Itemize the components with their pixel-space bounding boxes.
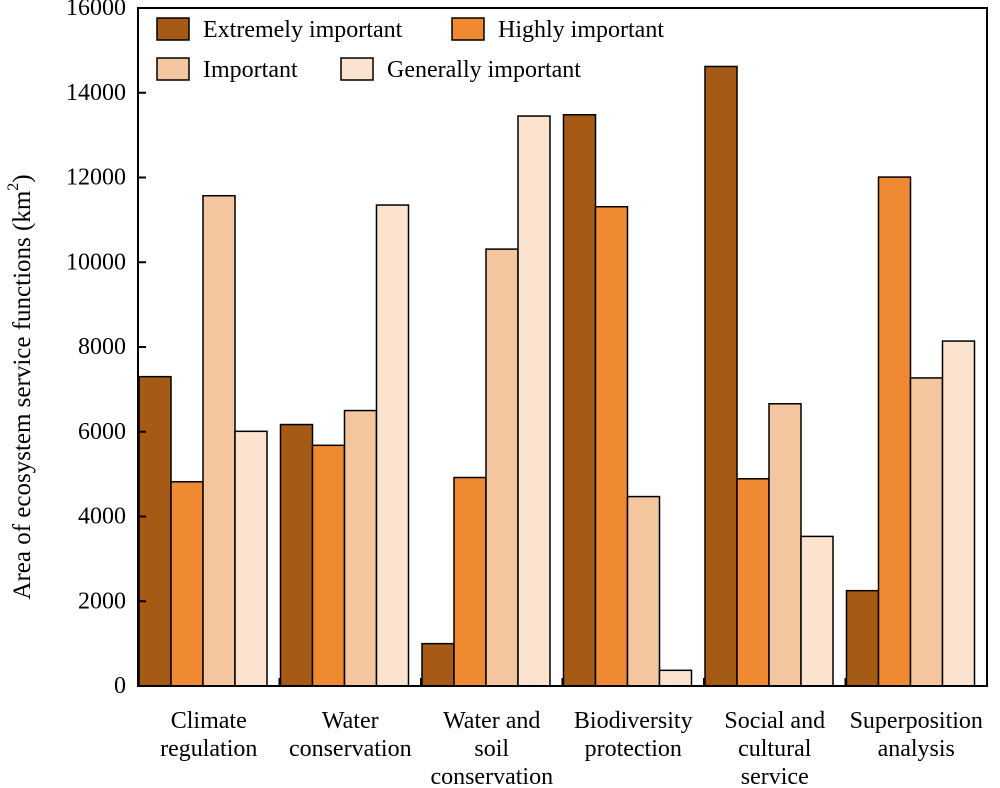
y-tick-label: 14000 (66, 80, 126, 106)
y-axis-title: Area of ecosystem service functions (km2… (5, 174, 36, 599)
y-tick-label: 16000 (66, 0, 126, 21)
x-tick-label: Biodiversity protection (574, 708, 693, 762)
bar (736, 478, 770, 687)
y-tick-label: 4000 (78, 504, 126, 530)
x-tick-label: Social and cultural service (724, 708, 825, 788)
bar (453, 476, 487, 687)
bar (704, 65, 738, 687)
bar (138, 375, 172, 687)
bar (909, 377, 944, 687)
legend-swatch (156, 57, 190, 81)
y-tick-label: 12000 (66, 165, 126, 191)
y-tick-label: 0 (114, 673, 126, 699)
bar (375, 204, 410, 687)
legend-swatch (156, 17, 190, 41)
legend-label: Highly important (498, 17, 664, 43)
bar (941, 340, 976, 687)
legend: Extremely important Highly important Impor… (156, 17, 664, 83)
bar (234, 430, 268, 687)
bar (517, 115, 551, 687)
bar (845, 589, 880, 687)
y-axis-title-main: Area of ecosystem service functions (km (9, 190, 36, 599)
bar (343, 409, 378, 687)
x-tick-label: Water conservation (289, 708, 412, 762)
bar (626, 495, 661, 687)
y-axis-title-superscript: 2 (5, 183, 22, 191)
x-axis: Climate regulation Water conservation Water … (160, 678, 983, 788)
bar (202, 194, 236, 687)
bar (311, 444, 346, 687)
legend-swatch (340, 57, 374, 81)
x-tick-label: Climate regulation (160, 708, 257, 762)
x-tick-label: Superposition analysis (850, 708, 983, 762)
legend-label: Important (203, 57, 298, 83)
y-axis-title-close: ) (9, 174, 36, 182)
legend-swatch (451, 17, 485, 41)
bar (562, 114, 597, 687)
y-axis: 0 2000 4000 6000 8000 10000 12000 14000 16000 (66, 0, 146, 699)
bar (421, 642, 455, 687)
legend-label: Generally important (387, 57, 581, 83)
bar (658, 669, 693, 687)
bar (279, 423, 314, 687)
y-tick-label: 8000 (78, 334, 126, 360)
x-tick-label: Water and soil conservation (430, 708, 553, 788)
y-tick-label: 10000 (66, 249, 126, 275)
bar (800, 535, 834, 687)
y-tick-label: 6000 (78, 419, 126, 445)
bar (170, 481, 204, 687)
bar (594, 205, 629, 687)
bar (485, 248, 519, 687)
y-tick-label: 2000 (78, 588, 126, 614)
bar (877, 176, 912, 687)
bars-group (138, 65, 976, 687)
bar (768, 403, 802, 687)
legend-label: Extremely important (203, 17, 403, 43)
